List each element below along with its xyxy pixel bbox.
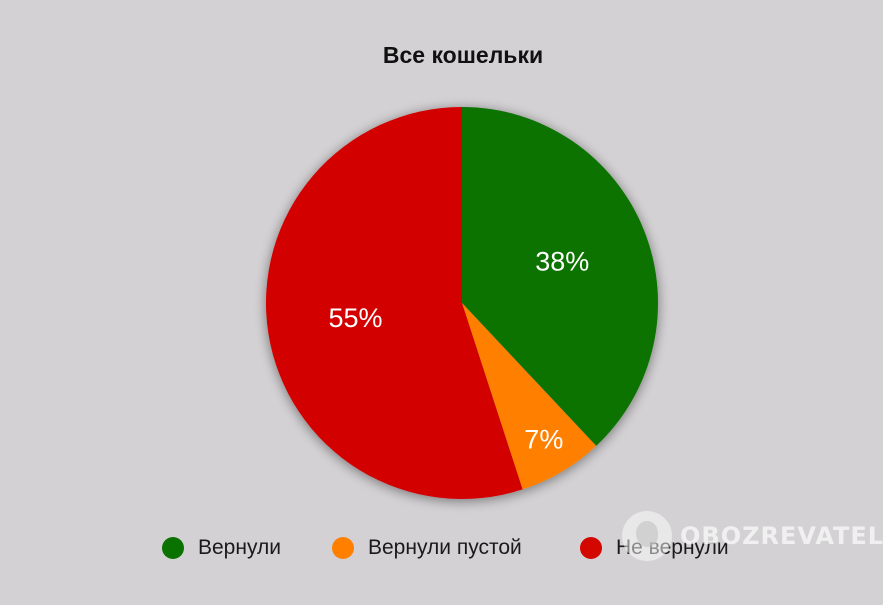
legend-swatch-returned (162, 537, 184, 559)
legend-item-returned: Вернули (162, 532, 281, 564)
watermark-logo-icon (622, 511, 672, 561)
legend-swatch-returned-empty (332, 537, 354, 559)
slice-returned-empty (462, 303, 597, 490)
legend-swatch-not-returned (580, 537, 602, 559)
data-label-returned-empty: 7% (524, 424, 563, 454)
slice-returned (462, 107, 658, 446)
chart-title: Все кошельки (382, 42, 544, 68)
data-label-not-returned: 55% (329, 303, 383, 333)
data-label-returned: 38% (535, 246, 589, 276)
legend-label-returned: Вернули (198, 536, 281, 559)
slice-not-returned (265, 107, 523, 499)
legend-item-returned-empty: Вернули пустой (332, 532, 522, 564)
watermark-text: OBOZREVATEL (680, 522, 883, 550)
watermark: OBOZREVATEL (622, 508, 883, 564)
legend-label-returned-empty: Вернули пустой (368, 536, 522, 559)
